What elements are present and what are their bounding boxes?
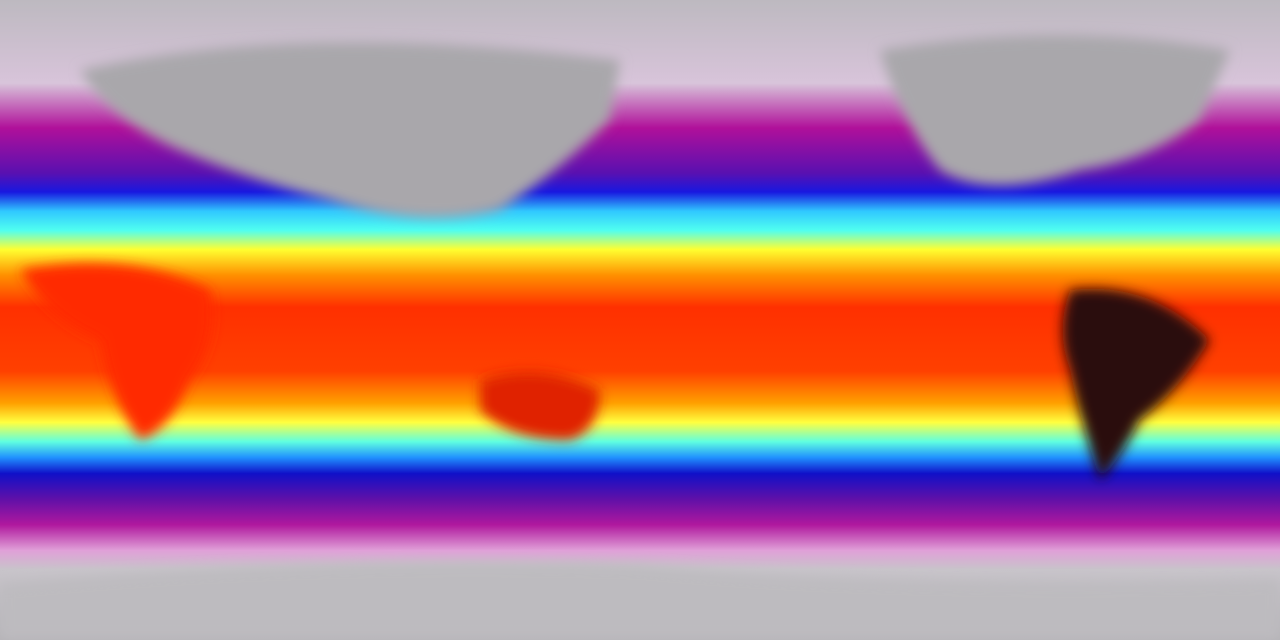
landmass-south-america (1062, 288, 1210, 480)
landmass-eurasia (80, 42, 620, 218)
landmass-africa (20, 263, 213, 440)
landmass-antarctica (0, 562, 1280, 640)
landmass-australia (480, 372, 600, 440)
landmass-north-america (880, 35, 1230, 185)
